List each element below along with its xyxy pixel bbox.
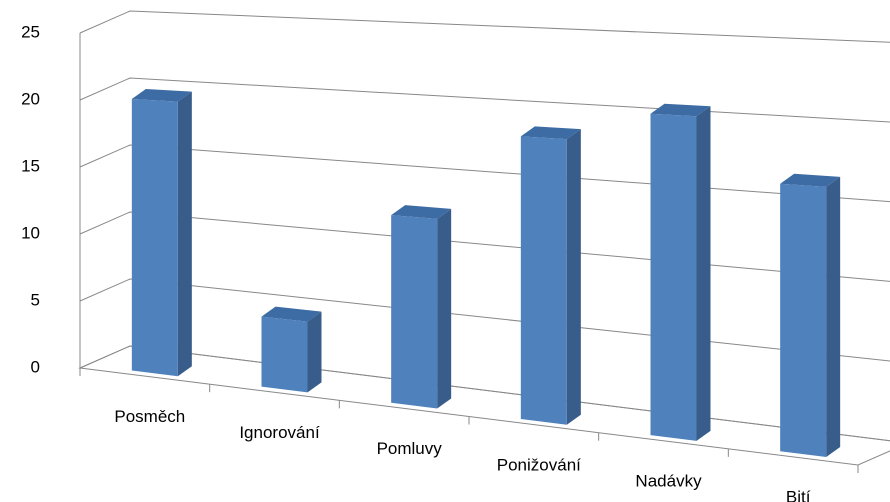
y-tick-label: 15 (21, 156, 40, 175)
y-tick-label: 5 (31, 290, 40, 309)
bar (131, 88, 192, 377)
x-tick-label: Ponižování (497, 455, 581, 474)
grid-line (79, 10, 890, 43)
bar-front (261, 316, 308, 393)
bar-top (391, 205, 452, 219)
bar-top (780, 173, 841, 187)
bar-top (520, 126, 581, 140)
bar-front (391, 215, 438, 409)
bar-top (650, 103, 711, 117)
bar (261, 306, 322, 393)
bar-front (520, 136, 567, 425)
bar-side (826, 176, 841, 458)
grid-line (79, 278, 890, 362)
bar (650, 103, 711, 441)
y-tick-label: 20 (21, 89, 40, 108)
bar (391, 205, 452, 409)
bar-side (696, 106, 711, 441)
bar-front (780, 183, 827, 458)
bar (780, 173, 841, 458)
bar (520, 126, 581, 425)
grid-line (79, 77, 890, 123)
y-tick-label: 25 (21, 22, 40, 41)
bar-side (177, 91, 192, 377)
bar-top (261, 306, 322, 322)
bar-side (566, 129, 581, 425)
grid-line (79, 345, 890, 442)
bar-top (131, 88, 192, 102)
grid-line (79, 211, 890, 282)
x-tick-label: Posměch (114, 407, 185, 426)
grid-line (79, 144, 890, 203)
bar-side (437, 208, 452, 409)
bar-front (650, 113, 697, 441)
bar-front (131, 98, 178, 377)
x-tick-label: Ignorování (239, 423, 320, 442)
y-tick-label: 0 (31, 357, 40, 376)
x-tick-label: Pomluvy (377, 439, 443, 458)
bar-side (307, 311, 322, 393)
x-tick-label: Bití (786, 488, 811, 502)
x-tick-label: Nadávky (635, 471, 702, 490)
y-tick-label: 10 (21, 223, 40, 242)
floor (78, 345, 890, 466)
